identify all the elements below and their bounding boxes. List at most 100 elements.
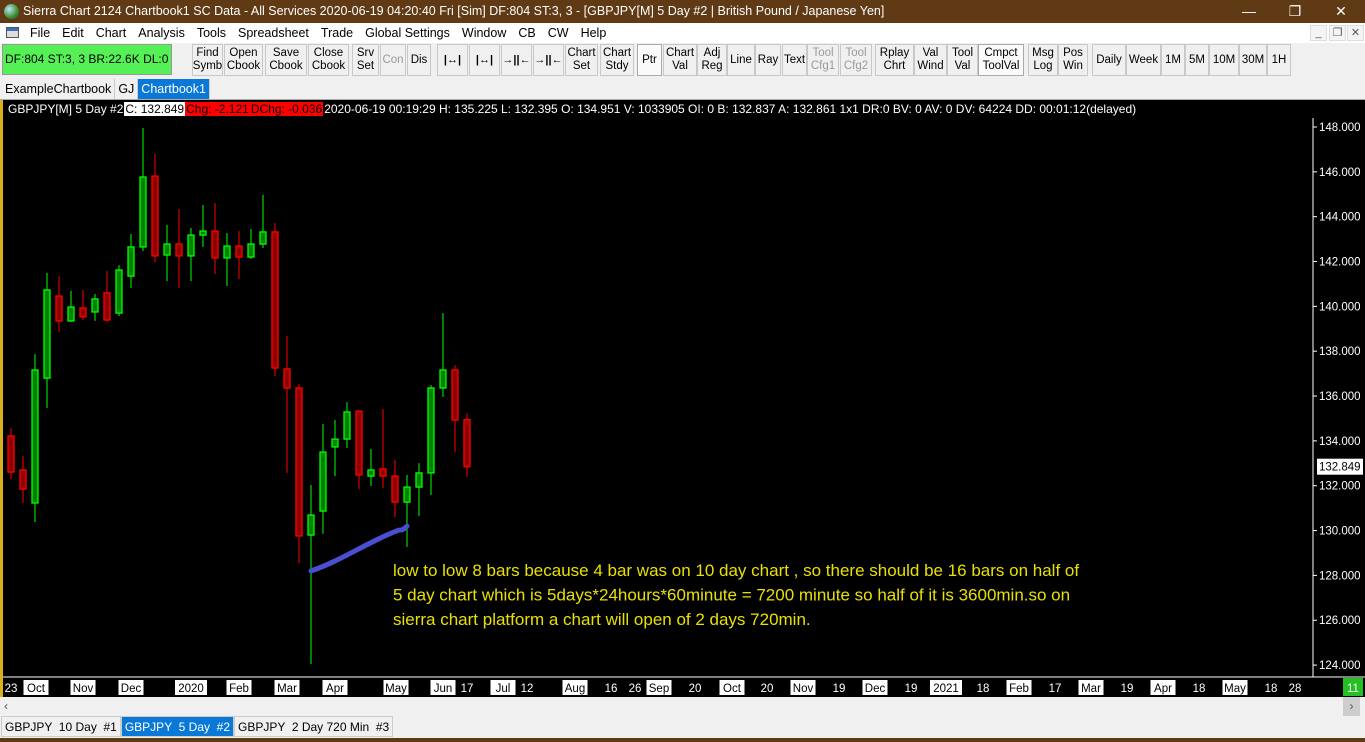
chart-window: GBPJPY[M] 5 Day #2 C: 132.849 Chg: -2.121 D…: [0, 100, 1365, 697]
annotation-text[interactable]: low to low 8 bars because 4 bar was on 1…: [393, 561, 1079, 580]
expand-bar-spacing-bold-icon[interactable]: |↔|: [469, 44, 500, 76]
candle-body: [127, 246, 135, 277]
candle-body: [103, 292, 111, 321]
chartbook-tab[interactable]: ExampleChartbook: [2, 79, 116, 99]
x-tick-bg: [490, 680, 516, 695]
horizontal-scrollbar[interactable]: ‹ ›: [0, 697, 1365, 716]
expand-bar-spacing-icon[interactable]: |↔|: [437, 44, 468, 76]
candle-body: [31, 369, 39, 504]
mdi-restore-button[interactable]: ❐: [1329, 25, 1346, 41]
x-tick-label: 19: [1121, 683, 1134, 695]
pos-win-button[interactable]: Pos Win: [1058, 44, 1088, 76]
candle-body: [223, 245, 231, 259]
candle-body: [115, 269, 123, 314]
chartbook-tab[interactable]: GJ: [115, 79, 139, 99]
1m-button[interactable]: 1M: [1161, 44, 1185, 76]
mdi-minimize-button[interactable]: _: [1310, 25, 1327, 41]
minimize-button[interactable]: —: [1242, 3, 1256, 19]
close-cbook-button[interactable]: Close Cbook: [308, 44, 349, 76]
x-tick-label: 2020: [178, 683, 204, 695]
con-button[interactable]: Con: [380, 44, 406, 76]
candle-body: [67, 306, 75, 322]
compress-bar-spacing-icon[interactable]: →||←: [501, 44, 532, 76]
annotation-text[interactable]: sierra chart platform a chart will open …: [393, 610, 811, 629]
scroll-right-arrow-icon[interactable]: ›: [1343, 697, 1360, 716]
candle-body: [403, 486, 411, 503]
menu-edit[interactable]: Edit: [62, 26, 84, 40]
val-wind-button[interactable]: Val Wind: [914, 44, 947, 76]
1h-button[interactable]: 1H: [1267, 44, 1291, 76]
y-tick-label: 146.000: [1319, 167, 1361, 179]
price-chart[interactable]: 148.000 146.000 144.000 142.000 140.000 138.0…: [3, 100, 1365, 697]
chartbook-tab[interactable]: Chartbook1: [138, 79, 210, 99]
x-tick-bg: [70, 680, 96, 695]
system-menu-icon[interactable]: [6, 27, 19, 38]
rplay-chrt-button[interactable]: Rplay Chrt: [875, 44, 914, 76]
cmpct-toolval-button[interactable]: Cmpct ToolVal: [978, 44, 1024, 76]
candle-body: [175, 243, 183, 257]
5m-button[interactable]: 5M: [1185, 44, 1209, 76]
30m-button[interactable]: 30M: [1239, 44, 1267, 76]
line-button[interactable]: Line: [727, 44, 755, 76]
menu-file[interactable]: File: [30, 26, 51, 40]
tool-cfg2-button[interactable]: Tool Cfg2: [840, 44, 872, 76]
restore-button[interactable]: ❐: [1288, 3, 1302, 19]
menu-window[interactable]: Window: [461, 26, 507, 40]
text-button[interactable]: Text: [782, 44, 807, 76]
chart-tab[interactable]: GBPJPY 2 Day 720 Min #3: [234, 716, 394, 737]
hand-drawn-line[interactable]: [308, 523, 410, 574]
candle-body: [199, 230, 207, 236]
candle-body: [211, 230, 219, 259]
x-tick-bg: [23, 680, 49, 695]
chart-tab[interactable]: GBPJPY 5 Day #2: [120, 716, 235, 737]
menu-analysis[interactable]: Analysis: [138, 26, 185, 40]
week-button[interactable]: Week: [1126, 44, 1161, 76]
menu-spreadsheet[interactable]: Spreadsheet: [238, 26, 309, 40]
x-tick-bg: [274, 680, 300, 695]
menu-tools[interactable]: Tools: [196, 26, 227, 40]
x-tick-label: Aug: [565, 683, 585, 695]
chart-val-button[interactable]: Chart Val: [663, 44, 697, 76]
candle-body: [367, 469, 375, 477]
menu-chart[interactable]: Chart: [95, 26, 127, 40]
x-tick-bg: [862, 680, 888, 695]
tool-val-button[interactable]: Tool Val: [947, 44, 978, 76]
adj-reg-button[interactable]: Adj Reg: [697, 44, 727, 76]
srv-set-button[interactable]: Srv Set: [352, 44, 379, 76]
dis-button[interactable]: Dis: [407, 44, 431, 76]
msg-log-button[interactable]: Msg Log: [1028, 44, 1058, 76]
y-tick-label: 142.000: [1319, 257, 1361, 269]
open-cbook-button[interactable]: Open Cbook: [224, 44, 263, 76]
menu-help[interactable]: Help: [580, 26, 607, 40]
close-button[interactable]: ✕: [1335, 3, 1347, 19]
mdi-close-button[interactable]: ✕: [1347, 25, 1364, 41]
10m-button[interactable]: 10M: [1209, 44, 1239, 76]
chart-tab[interactable]: GBPJPY 10 Day #1: [1, 716, 121, 737]
x-tick-bg: [719, 680, 745, 695]
x-tick-bg: [118, 680, 144, 695]
x-tick-label: 19: [833, 683, 846, 695]
find-symb-button[interactable]: Find Symb: [192, 44, 223, 76]
scroll-left-arrow-icon[interactable]: ‹: [4, 699, 8, 713]
menu-cb[interactable]: CB: [518, 26, 536, 40]
menu-trade[interactable]: Trade: [320, 26, 354, 40]
x-tick-label: Oct: [27, 683, 46, 695]
x-tick-label: 20: [689, 683, 702, 695]
candle-body: [415, 472, 423, 488]
daily-button[interactable]: Daily: [1092, 44, 1126, 76]
chart-stdy-button[interactable]: Chart Stdy: [600, 44, 634, 76]
x-axis-end-label: 11: [1347, 683, 1359, 695]
candle-body: [7, 435, 15, 473]
ptr-button[interactable]: Ptr: [637, 44, 662, 76]
annotation-text[interactable]: 5 day chart which is 5days*24hours*60min…: [393, 586, 1070, 605]
compress-bar-spacing-bold-icon[interactable]: →||←: [533, 44, 564, 76]
x-tick-label: 18: [1265, 683, 1278, 695]
tool-cfg1-button[interactable]: Tool Cfg1: [807, 44, 839, 76]
save-cbook-button[interactable]: Save Cbook: [265, 44, 307, 76]
chart-set-button[interactable]: Chart Set: [565, 44, 598, 76]
menu-global-settings[interactable]: Global Settings: [365, 26, 450, 40]
menu-items: File Edit Chart Analysis Tools Spreadsheet Tra…: [30, 23, 606, 43]
x-tick-label: Jun: [434, 683, 453, 695]
menu-cw[interactable]: CW: [547, 26, 569, 40]
ray-button[interactable]: Ray: [755, 44, 781, 76]
